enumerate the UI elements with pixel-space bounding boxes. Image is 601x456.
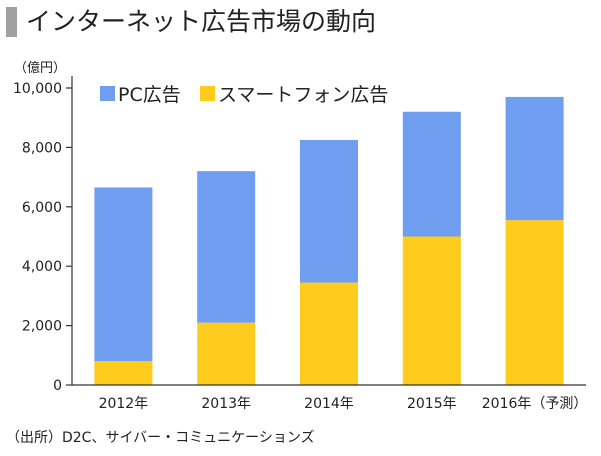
x-tick-label: 2013年 <box>201 396 251 412</box>
smartphone-bar-0 <box>94 361 153 385</box>
legend: PC広告 スマートフォン広告 <box>100 84 388 106</box>
legend-label-0: PC広告 <box>118 84 181 106</box>
y-tick-label: 0 <box>53 378 62 394</box>
legend-swatch-0 <box>100 86 115 101</box>
y-tick-label: 6,000 <box>22 200 62 216</box>
pc-bar-4 <box>505 96 564 221</box>
smartphone-bar-2 <box>300 282 358 385</box>
y-tick-label: 10,000 <box>13 81 62 97</box>
axes-group: 2012年 2013年 2014年 2015年 2016年（予測） 0 2,000 4,000… <box>13 76 587 412</box>
smartphone-bar-1 <box>197 322 256 385</box>
y-tick-label: 8,000 <box>22 140 62 156</box>
source-note: （出所）D2C、サイバー・コミュニケーションズ <box>6 430 315 446</box>
x-tick-label: 2012年 <box>99 396 149 412</box>
pc-bar-3 <box>402 111 461 237</box>
smartphone-bar-4 <box>505 220 564 385</box>
y-axis-unit-label: （億円） <box>14 61 67 76</box>
pc-bar-2 <box>300 139 358 283</box>
page-title: インターネット広告市場の動向 <box>26 7 377 36</box>
x-tick-label: 2016年（予測） <box>482 396 588 412</box>
legend-swatch-1 <box>200 86 215 101</box>
title-accent-bar <box>6 7 17 37</box>
bar-group <box>94 96 564 385</box>
pc-bar-0 <box>94 187 153 362</box>
y-tick-label: 4,000 <box>22 259 62 275</box>
smartphone-bar-3 <box>402 236 461 385</box>
y-tick-label: 2,000 <box>22 319 62 335</box>
x-tick-label: 2014年 <box>304 396 354 412</box>
legend-label-1: スマートフォン広告 <box>218 84 388 106</box>
pc-bar-1 <box>197 171 256 323</box>
x-tick-label: 2015年 <box>407 396 457 412</box>
